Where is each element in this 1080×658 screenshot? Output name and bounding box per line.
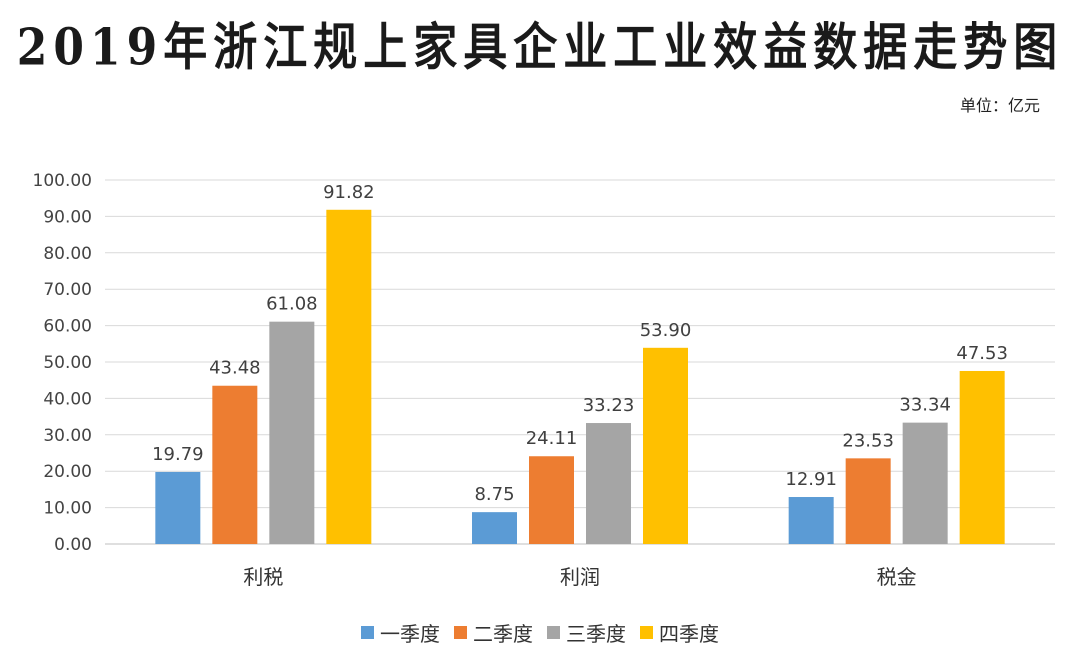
x-tick-label: 利税 <box>243 565 283 589</box>
data-label: 53.90 <box>640 320 692 341</box>
legend-swatch <box>361 626 374 639</box>
bar <box>586 423 631 544</box>
x-tick-label: 税金 <box>877 565 917 589</box>
y-tick-label: 90.00 <box>43 207 92 227</box>
legend-label: 二季度 <box>473 622 533 646</box>
legend-swatch <box>454 626 467 639</box>
data-label: 91.82 <box>323 182 375 203</box>
y-tick-label: 10.00 <box>43 499 92 519</box>
data-label: 8.75 <box>474 484 514 505</box>
y-tick-label: 70.00 <box>43 280 92 300</box>
y-tick-label: 40.00 <box>43 389 92 409</box>
y-tick-label: 0.00 <box>54 535 92 555</box>
bar <box>643 347 688 544</box>
bar <box>959 370 1005 544</box>
y-tick-label: 100.00 <box>33 171 92 191</box>
legend-label: 一季度 <box>380 622 440 646</box>
data-label: 43.48 <box>209 358 261 379</box>
legend-label: 四季度 <box>659 622 719 646</box>
data-label: 23.53 <box>842 430 894 451</box>
data-label: 33.23 <box>583 395 635 416</box>
bar <box>529 456 574 544</box>
data-label: 33.34 <box>899 395 951 416</box>
bar <box>845 458 891 544</box>
legend-item: 三季度 <box>547 618 626 647</box>
data-label: 19.79 <box>152 444 204 465</box>
bar <box>326 209 372 544</box>
legend-item: 一季度 <box>361 618 440 647</box>
bar <box>269 321 315 544</box>
data-label: 47.53 <box>956 343 1008 364</box>
legend-label: 三季度 <box>566 622 626 646</box>
y-tick-label: 30.00 <box>43 426 92 446</box>
legend-item: 二季度 <box>454 618 533 647</box>
bar <box>902 422 948 544</box>
data-label: 61.08 <box>266 294 318 315</box>
y-tick-label: 60.00 <box>43 317 92 337</box>
x-tick-label: 利润 <box>560 565 600 589</box>
y-tick-label: 20.00 <box>43 462 92 482</box>
bar <box>155 471 201 544</box>
y-tick-label: 50.00 <box>43 353 92 373</box>
legend: 一季度 二季度 三季度 四季度 <box>0 618 1080 647</box>
bar <box>472 512 517 544</box>
bar <box>212 385 258 544</box>
chart-title: 2019年浙江规上家具企业工业效益数据走势图 <box>16 18 1064 78</box>
legend-swatch <box>547 626 560 639</box>
legend-swatch <box>640 626 653 639</box>
data-label: 12.91 <box>785 469 837 490</box>
bar <box>788 497 834 544</box>
data-label: 24.11 <box>526 428 578 449</box>
y-tick-label: 80.00 <box>43 244 92 264</box>
unit-label: 单位：亿元 <box>959 96 1040 115</box>
legend-item: 四季度 <box>640 618 719 647</box>
